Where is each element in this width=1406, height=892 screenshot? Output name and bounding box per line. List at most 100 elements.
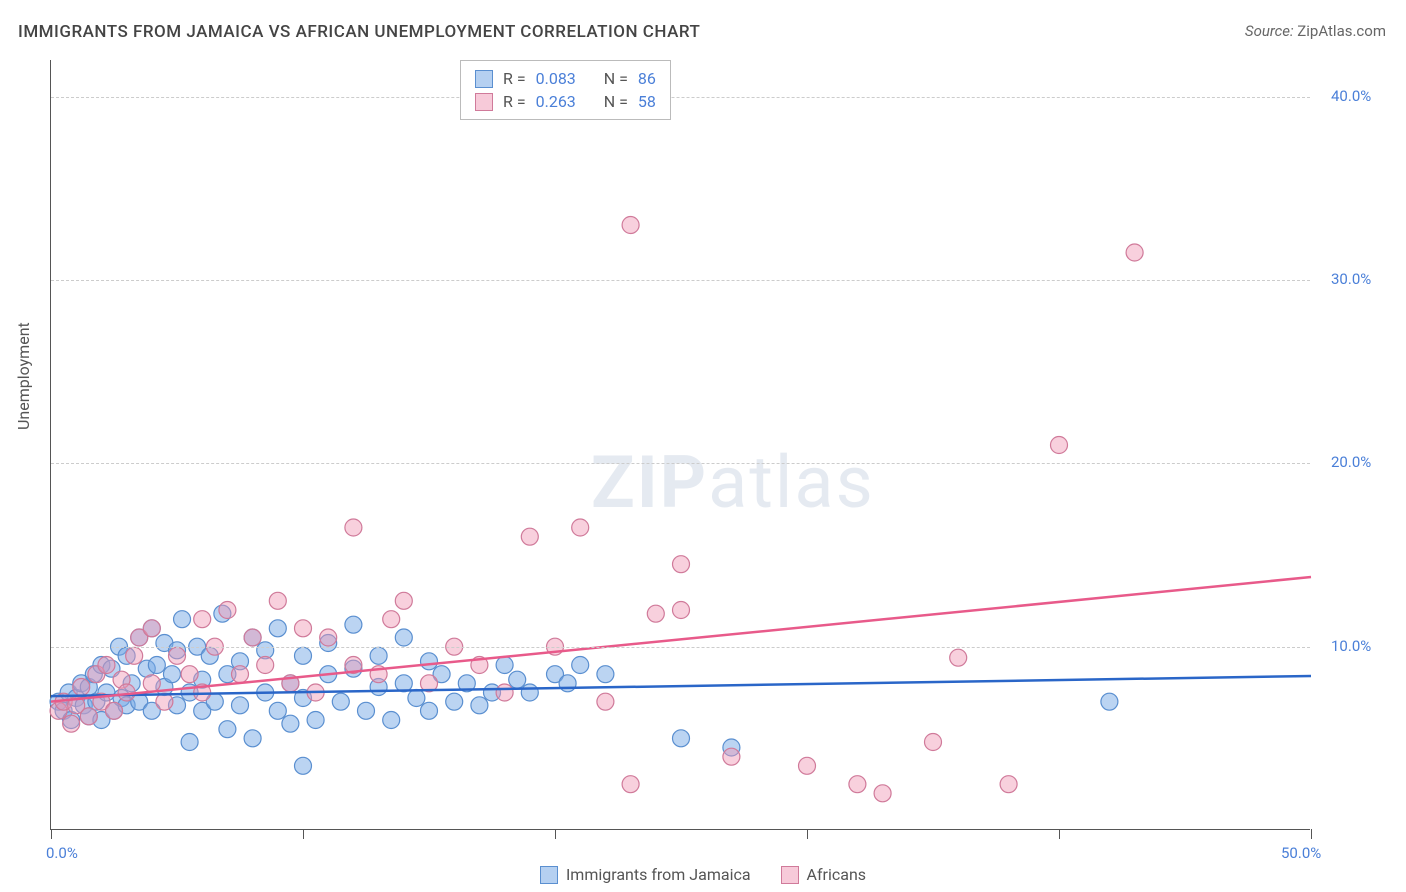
legend-item-1: Immigrants from Jamaica bbox=[540, 865, 751, 884]
plot-area: ZIPatlas 10.0%20.0%30.0%40.0%0.0%50.0% bbox=[50, 60, 1310, 830]
legend-label-2: Africans bbox=[807, 865, 866, 884]
data-point bbox=[647, 605, 664, 622]
data-point bbox=[496, 657, 513, 674]
data-point bbox=[496, 684, 513, 701]
data-point bbox=[73, 679, 90, 696]
n-value-1: 86 bbox=[638, 69, 656, 88]
y-axis-title: Unemployment bbox=[14, 322, 33, 430]
data-point bbox=[925, 734, 942, 751]
data-point bbox=[163, 666, 180, 683]
trend-line bbox=[51, 577, 1311, 702]
data-point bbox=[156, 693, 173, 710]
data-point bbox=[269, 702, 286, 719]
data-point bbox=[169, 647, 186, 664]
data-point bbox=[345, 616, 362, 633]
data-point bbox=[269, 592, 286, 609]
data-point bbox=[181, 666, 198, 683]
data-point bbox=[383, 712, 400, 729]
r-value-1: 0.083 bbox=[536, 69, 576, 88]
data-point bbox=[950, 649, 967, 666]
legend-label-1: Immigrants from Jamaica bbox=[566, 865, 751, 884]
x-tick bbox=[1059, 829, 1060, 839]
data-point bbox=[597, 666, 614, 683]
x-tick bbox=[51, 829, 52, 839]
data-point bbox=[358, 702, 375, 719]
bottom-legend: Immigrants from Jamaica Africans bbox=[0, 865, 1406, 884]
data-point bbox=[174, 611, 191, 628]
data-point bbox=[521, 528, 538, 545]
scatter-svg bbox=[51, 60, 1311, 830]
data-point bbox=[106, 702, 123, 719]
data-point bbox=[244, 730, 261, 747]
data-point bbox=[320, 629, 337, 646]
gridline-h bbox=[51, 647, 1310, 648]
data-point bbox=[446, 693, 463, 710]
data-point bbox=[421, 653, 438, 670]
data-point bbox=[148, 657, 165, 674]
r-label: R = bbox=[503, 92, 526, 111]
x-tick bbox=[1311, 829, 1312, 839]
x-tick bbox=[303, 829, 304, 839]
gridline-h bbox=[51, 97, 1310, 98]
swatch-pink-icon bbox=[781, 866, 799, 884]
data-point bbox=[244, 629, 261, 646]
legend-item-2: Africans bbox=[781, 865, 866, 884]
data-point bbox=[282, 715, 299, 732]
data-point bbox=[232, 697, 249, 714]
data-point bbox=[395, 629, 412, 646]
data-point bbox=[63, 715, 80, 732]
data-point bbox=[194, 611, 211, 628]
data-point bbox=[673, 556, 690, 573]
r-label: R = bbox=[503, 69, 526, 88]
r-value-2: 0.263 bbox=[536, 92, 576, 111]
data-point bbox=[345, 519, 362, 536]
data-point bbox=[572, 657, 589, 674]
data-point bbox=[332, 693, 349, 710]
y-tick-label: 40.0% bbox=[1331, 87, 1371, 105]
data-point bbox=[622, 217, 639, 234]
data-point bbox=[673, 730, 690, 747]
data-point bbox=[98, 657, 115, 674]
source-attribution: Source: ZipAtlas.com bbox=[1245, 22, 1386, 40]
gridline-h bbox=[51, 463, 1310, 464]
swatch-pink-icon bbox=[475, 93, 493, 111]
stats-row-2: R = 0.263 N = 58 bbox=[475, 90, 656, 113]
chart-title: IMMIGRANTS FROM JAMAICA VS AFRICAN UNEMP… bbox=[18, 22, 700, 42]
n-label: N = bbox=[604, 92, 628, 111]
data-point bbox=[597, 693, 614, 710]
data-point bbox=[126, 647, 143, 664]
data-point bbox=[143, 675, 160, 692]
data-point bbox=[143, 620, 160, 637]
x-tick-label: 50.0% bbox=[1281, 844, 1321, 862]
data-point bbox=[383, 611, 400, 628]
data-point bbox=[799, 757, 816, 774]
data-point bbox=[622, 776, 639, 793]
data-point bbox=[181, 734, 198, 751]
y-tick-label: 10.0% bbox=[1331, 637, 1371, 655]
stats-row-1: R = 0.083 N = 86 bbox=[475, 67, 656, 90]
data-point bbox=[723, 748, 740, 765]
data-point bbox=[269, 620, 286, 637]
data-point bbox=[559, 675, 576, 692]
x-tick-label: 0.0% bbox=[46, 844, 78, 862]
data-point bbox=[295, 757, 312, 774]
swatch-blue-icon bbox=[540, 866, 558, 884]
data-point bbox=[257, 657, 274, 674]
y-tick-label: 30.0% bbox=[1331, 270, 1371, 288]
data-point bbox=[572, 519, 589, 536]
y-tick-label: 20.0% bbox=[1331, 453, 1371, 471]
data-point bbox=[395, 592, 412, 609]
n-value-2: 58 bbox=[638, 92, 656, 111]
data-point bbox=[232, 666, 249, 683]
data-point bbox=[219, 721, 236, 738]
data-point bbox=[295, 620, 312, 637]
n-label: N = bbox=[604, 69, 628, 88]
data-point bbox=[471, 697, 488, 714]
data-point bbox=[673, 602, 690, 619]
gridline-h bbox=[51, 280, 1310, 281]
stats-legend-box: R = 0.083 N = 86 R = 0.263 N = 58 bbox=[460, 60, 671, 120]
data-point bbox=[509, 671, 526, 688]
data-point bbox=[80, 708, 97, 725]
data-point bbox=[1101, 693, 1118, 710]
data-point bbox=[874, 785, 891, 802]
